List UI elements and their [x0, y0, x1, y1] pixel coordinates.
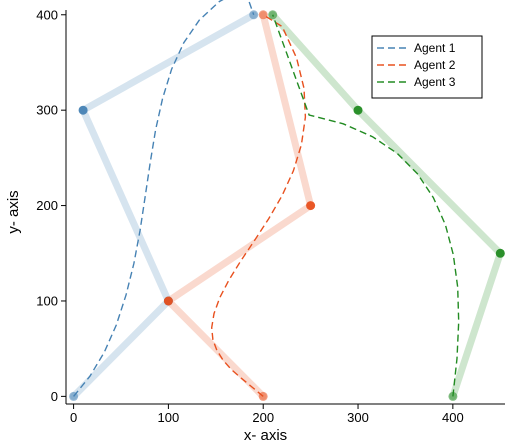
y-tick-label: 100 [36, 293, 58, 308]
legend: Agent 1 Agent 2 Agent 3 [371, 35, 483, 99]
data-point-agent-1 [69, 391, 79, 401]
data-point-agent-1 [249, 10, 259, 20]
data-point-agent-2 [163, 296, 173, 306]
legend-label-agent-2: Agent 2 [414, 58, 456, 72]
data-point-agent-2 [258, 10, 268, 20]
control-polygon-agent-1 [70, 11, 258, 400]
data-point-agent-2 [306, 201, 316, 211]
series-line-agent-3 [272, 14, 460, 397]
legend-item: Agent 2 [377, 58, 456, 72]
y-tick-label: 200 [36, 198, 58, 213]
legend-item: Agent 1 [377, 41, 456, 55]
control-polygon-agent-3 [269, 11, 504, 400]
legend-box [371, 35, 483, 99]
data-point-agent-2 [258, 391, 268, 401]
control-polygon-agent-2 [164, 11, 315, 400]
data-point-agent-3 [495, 248, 505, 258]
data-point-agent-1 [78, 105, 88, 115]
y-tick-label: 300 [36, 103, 58, 118]
x-tick-label: 100 [158, 410, 180, 425]
y-axis-title: y- axis [5, 190, 22, 233]
x-tick-label: 300 [347, 410, 369, 425]
series-line-agent-1 [73, 0, 255, 397]
x-ticks: 0 100 200 300 400 [70, 404, 464, 425]
legend-label-agent-3: Agent 3 [414, 75, 456, 89]
y-tick-label: 0 [51, 389, 58, 404]
series-line-agent-2 [210, 14, 307, 397]
legend-label-agent-1: Agent 1 [414, 41, 456, 55]
legend-item: Agent 3 [377, 75, 456, 89]
x-tick-label: 0 [70, 410, 77, 425]
data-point-agent-3 [268, 10, 278, 20]
curve-layer [73, 0, 460, 397]
control-point-layer [69, 10, 505, 401]
data-point-agent-3 [353, 105, 363, 115]
y-ticks: 0 100 200 300 400 [36, 7, 66, 404]
data-point-agent-3 [448, 391, 458, 401]
y-tick-label: 400 [36, 7, 58, 22]
x-axis-title: x- axis [244, 427, 287, 442]
x-tick-label: 400 [442, 410, 464, 425]
axes-layer [65, 10, 505, 405]
x-tick-label: 200 [252, 410, 274, 425]
